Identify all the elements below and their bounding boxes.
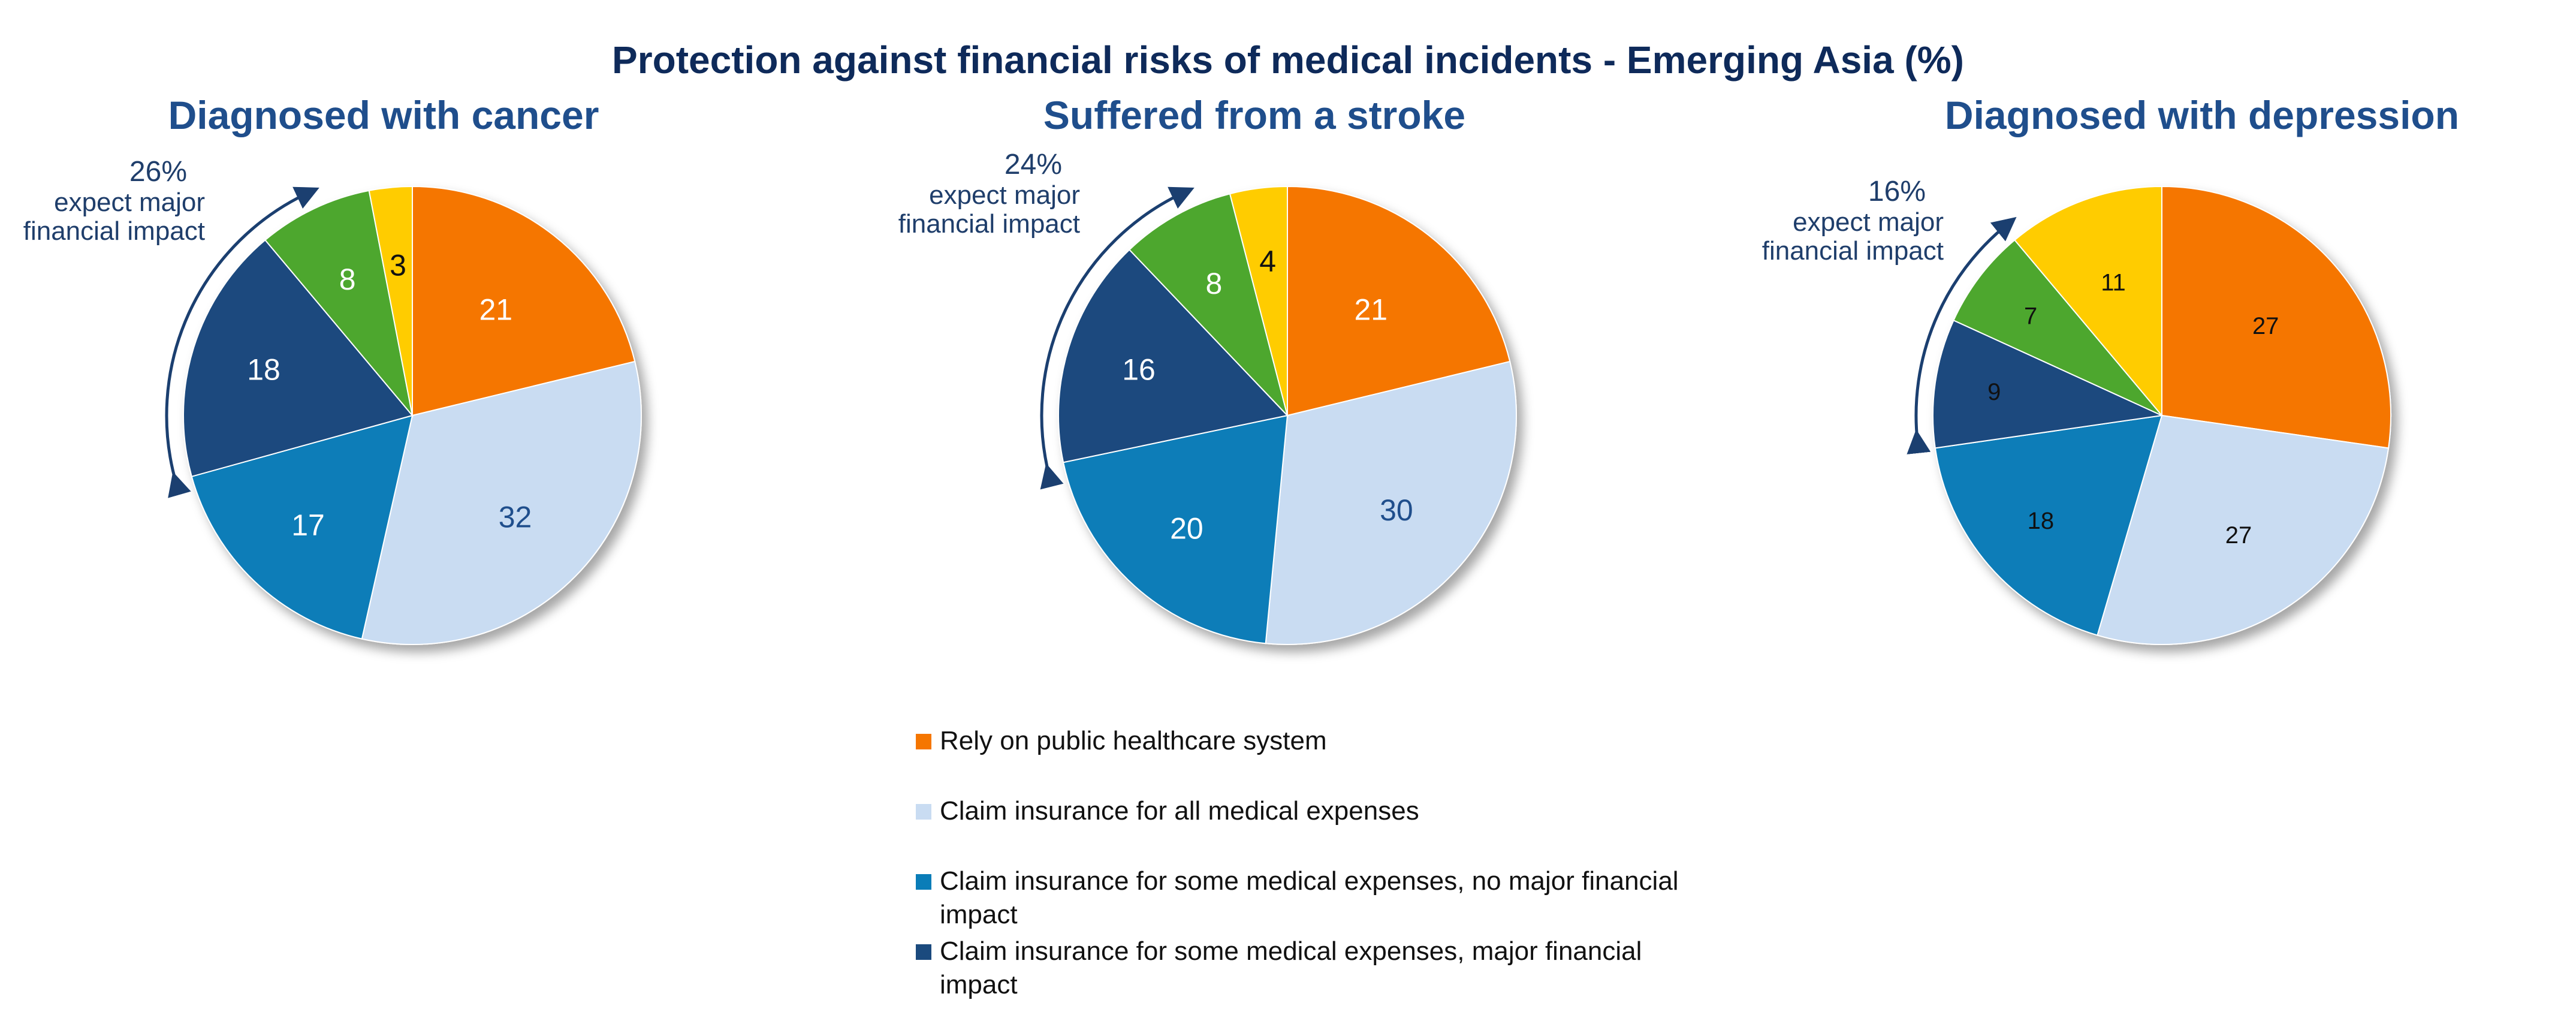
slice-value-label: 9 [1987,379,2001,405]
slice-value-label: 17 [291,508,325,542]
slice-value-label: 32 [499,500,532,534]
legend-label: Rely on public healthcare system [940,726,1327,755]
pie-slice [2161,185,2391,449]
impact-arrow [1040,186,1195,490]
slice-value-label: 27 [2225,522,2252,549]
legend-label: impact [940,970,1018,999]
legend-swatch [916,734,931,749]
impact-text-line: financial impact [1762,236,1944,266]
legend-swatch [916,944,931,960]
slice-value-label: 8 [339,263,356,296]
pie-slice [368,185,413,416]
pie-slices [183,185,642,645]
legend-label: impact [940,900,1018,929]
impact-text-line: financial impact [23,216,205,246]
impact-percent: 24% [1005,149,1062,180]
legend-item: Rely on public healthcare system [916,726,1327,755]
pie-chart-2: Suffered from a stroke 21 30 20 16 8 4 24%expec… [898,93,1517,645]
legend: Rely on public healthcare system Claim in… [916,726,1679,999]
slice-value-label: 30 [1380,493,1413,527]
impact-text-line: expect major [54,188,205,217]
impact-arrow [165,186,319,498]
pie-slice [2014,185,2162,417]
slice-value-label: 3 [390,249,406,282]
legend-label: Claim insurance for some medical expense… [940,936,1642,966]
slice-value-label: 8 [1205,267,1222,300]
slice-value-label: 18 [2028,508,2055,534]
slice-value-label: 21 [1354,293,1387,326]
slice-value-label: 27 [2252,313,2279,339]
slice-value-label: 11 [2101,269,2126,296]
slice-value-label: 20 [1170,511,1203,545]
impact-percent: 16% [1868,176,1926,207]
pie-slice [1265,360,1517,645]
chart-title: Protection against financial risks of me… [612,38,1964,82]
slice-value-label: 21 [479,293,512,326]
pie-slices [1932,185,2391,645]
legend-swatch [916,804,931,820]
pie-slice [2097,414,2390,645]
legend-label: Claim insurance for some medical expense… [940,866,1679,896]
impact-percent: 26% [129,156,187,188]
impact-text-line: financial impact [898,209,1080,239]
pie-slice [1287,185,1511,417]
pie-slice [1934,414,2163,636]
slice-value-label: 7 [2024,303,2037,329]
legend-item: Claim insurance for some medical expense… [916,866,1679,929]
pie-slice [1229,185,1288,416]
impact-arrow [1907,216,2017,454]
impact-text-line: expect major [1793,207,1944,237]
legend-swatch [916,874,931,890]
legend-item: Claim insurance for all medical expenses [916,796,1419,826]
impact-text-line: expect major [929,180,1080,210]
pie-title: Diagnosed with cancer [168,93,599,137]
legend-label: Claim insurance for all medical expenses [940,796,1419,826]
pie-slice [361,360,642,645]
slice-value-label: 4 [1259,245,1276,278]
pie-title: Diagnosed with depression [1945,93,2459,137]
pie-slices [1058,185,1517,645]
pie-chart-3: Diagnosed with depression 27 27 18 9 7 11 16%ex… [1762,93,2459,645]
pie-chart-1: Diagnosed with cancer 21 32 17 18 8 3 26%expect… [23,93,642,645]
slice-value-label: 16 [1122,353,1156,386]
pie-title: Suffered from a stroke [1043,93,1465,137]
legend-item: Claim insurance for some medical expense… [916,936,1642,999]
slice-value-label: 18 [247,353,280,386]
pie-slice [412,185,636,417]
